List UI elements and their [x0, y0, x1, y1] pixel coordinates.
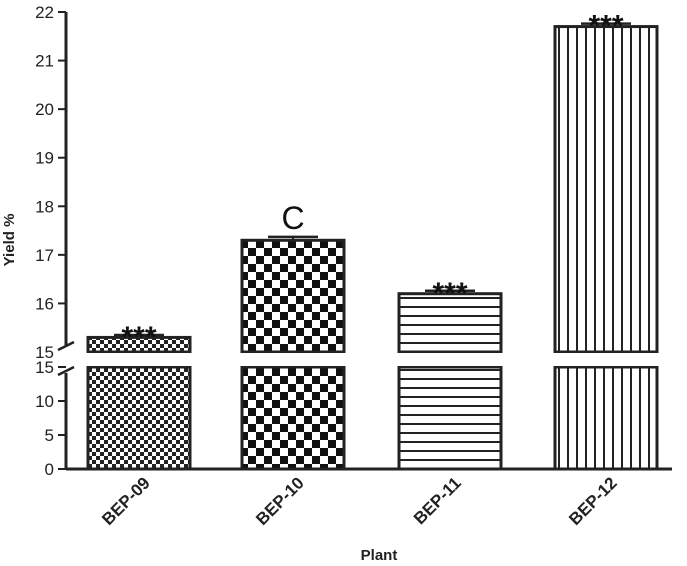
y-tick-label: 22: [35, 3, 54, 22]
bars: [70, 22, 687, 471]
axis-break-gap: [70, 353, 687, 366]
y-tick-label: 18: [35, 197, 54, 216]
axis-break-mark-lower: [57, 365, 75, 377]
significance-label: ***: [121, 321, 156, 354]
bar-lower-bep-10: [240, 365, 346, 471]
y-tick-label: 5: [45, 426, 54, 445]
significance-label: ***: [432, 277, 467, 310]
bar-upper-bep-10: [240, 238, 346, 354]
x-axis-title: Plant: [361, 547, 398, 564]
y-tick-label: 16: [35, 294, 54, 313]
significance-label: ***: [588, 10, 623, 43]
significance-label: C: [281, 200, 304, 236]
y-tick-label: 19: [35, 149, 54, 168]
x-tick-label: BEP-09: [98, 473, 154, 529]
bar-upper-bep-11: [397, 292, 503, 354]
y-tick-label: 21: [35, 52, 54, 71]
axis-break-mark-upper: [57, 340, 75, 352]
bar-upper-bep-12: [553, 25, 659, 354]
y-tick-label: 15: [35, 343, 54, 362]
bar-lower-bep-09: [86, 365, 192, 471]
bar-lower-bep-12: [553, 365, 659, 471]
y-tick-label: 17: [35, 246, 54, 265]
y-tick-label: 20: [35, 100, 54, 119]
bar-lower-bep-11: [397, 365, 503, 471]
y-axis-title: Yield %: [1, 214, 18, 267]
x-tick-label: BEP-12: [565, 473, 621, 529]
y-tick-label: 15: [35, 358, 54, 377]
x-tick-label: BEP-11: [410, 473, 465, 528]
x-tick-label: BEP-10: [252, 473, 308, 529]
y-tick-label: 0: [45, 460, 54, 479]
y-tick-label: 10: [35, 392, 54, 411]
